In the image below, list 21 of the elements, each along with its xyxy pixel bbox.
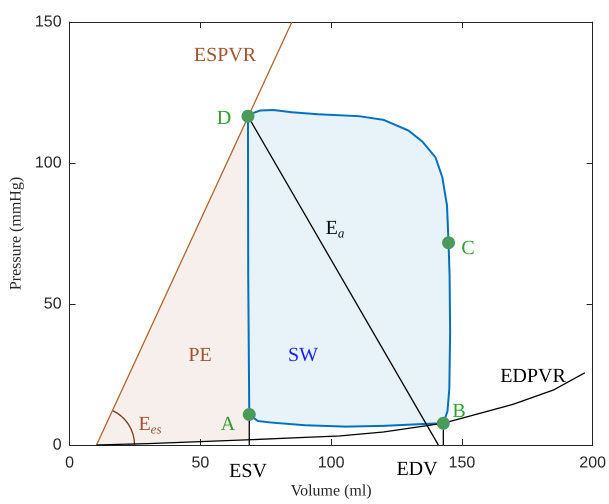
annotation: D bbox=[216, 107, 232, 129]
annotation: PE bbox=[188, 344, 212, 366]
x-axis-title: Volume (ml) bbox=[290, 482, 372, 500]
annotation: B bbox=[452, 400, 466, 422]
x-tick-label: 100 bbox=[318, 454, 345, 472]
annotation: C bbox=[461, 237, 475, 259]
text: EDV bbox=[396, 458, 438, 480]
x-tick-label: 200 bbox=[579, 454, 606, 472]
annotation: EDPVR bbox=[500, 365, 566, 387]
annotation: A bbox=[220, 413, 236, 435]
y-tick-label: 50 bbox=[44, 296, 62, 312]
y-tick-label: 150 bbox=[34, 14, 62, 30]
x-tick-label: 0 bbox=[65, 454, 74, 472]
x-tick-label: 50 bbox=[191, 454, 210, 472]
y-tick-label: 100 bbox=[34, 154, 62, 172]
annotation: SW bbox=[288, 344, 318, 366]
annotation: ESPVR bbox=[194, 44, 257, 66]
y-axis-title: Pressure (mmHg) bbox=[8, 176, 24, 290]
x-tick-label: 150 bbox=[448, 454, 476, 472]
y-tick-label: 0 bbox=[52, 436, 62, 454]
text: ESV bbox=[229, 460, 268, 482]
